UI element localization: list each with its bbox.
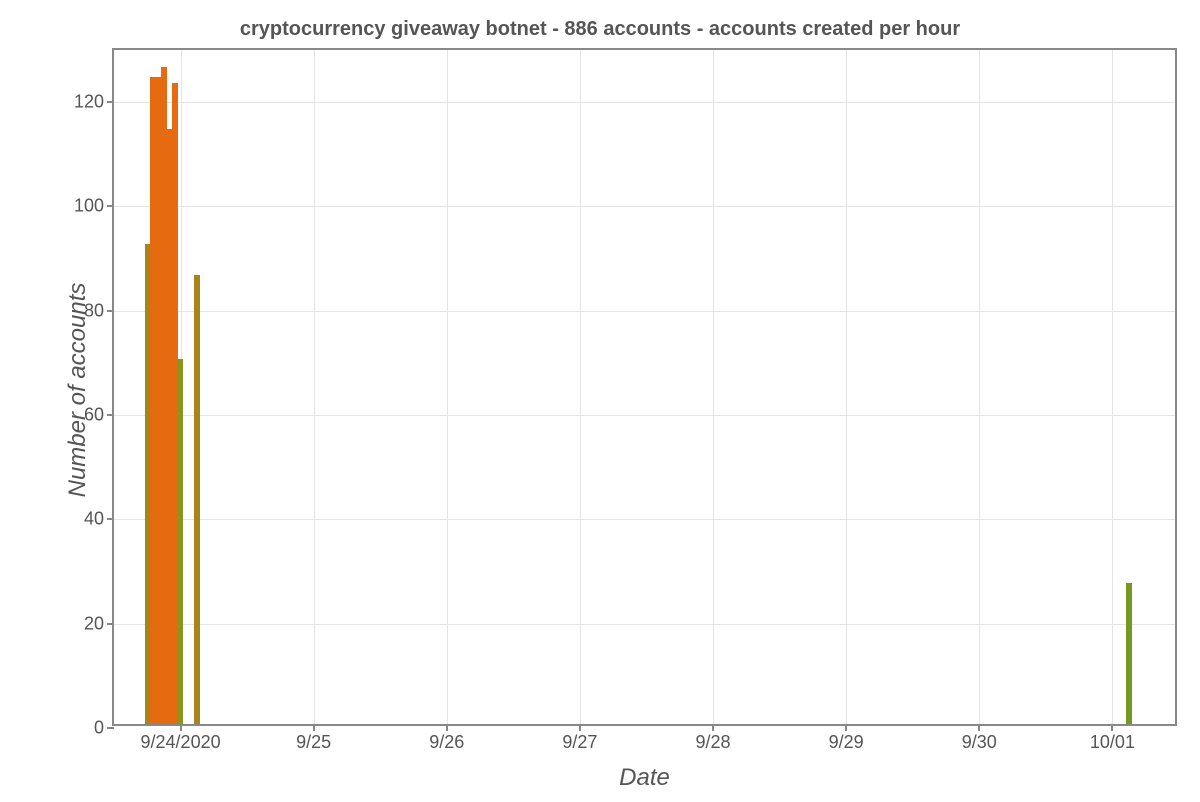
gridline-horizontal [114, 624, 1175, 625]
bar [194, 275, 200, 724]
gridline-vertical [713, 50, 714, 724]
gridline-vertical [1112, 50, 1113, 724]
gridline-vertical [314, 50, 315, 724]
gridline-horizontal [114, 206, 1175, 207]
x-tick-label: 9/29 [829, 724, 864, 753]
y-tick-label: 100 [74, 196, 114, 217]
chart-container: cryptocurrency giveaway botnet - 886 acc… [0, 0, 1200, 802]
gridline-horizontal [114, 519, 1175, 520]
gridline-horizontal [114, 102, 1175, 103]
gridline-vertical [979, 50, 980, 724]
bar [178, 359, 184, 724]
y-axis-label: Number of accounts [64, 240, 92, 540]
x-tick-label: 10/01 [1090, 724, 1135, 753]
x-tick-label: 9/25 [296, 724, 331, 753]
x-tick-label: 9/30 [962, 724, 997, 753]
x-axis-label: Date [112, 764, 1177, 792]
x-tick-label: 9/28 [696, 724, 731, 753]
y-tick-label: 0 [94, 718, 114, 739]
y-tick-label: 120 [74, 92, 114, 113]
chart-title: cryptocurrency giveaway botnet - 886 acc… [0, 18, 1200, 41]
x-tick-label: 9/26 [429, 724, 464, 753]
gridline-vertical [580, 50, 581, 724]
bar [1126, 583, 1132, 724]
gridline-vertical [846, 50, 847, 724]
gridline-horizontal [114, 415, 1175, 416]
plot-area: 0204060801001209/24/20209/259/269/279/28… [112, 48, 1177, 726]
gridline-horizontal [114, 311, 1175, 312]
x-tick-label: 9/27 [562, 724, 597, 753]
y-tick-label: 20 [84, 613, 114, 634]
x-tick-label: 9/24/2020 [141, 724, 221, 753]
gridline-vertical [447, 50, 448, 724]
